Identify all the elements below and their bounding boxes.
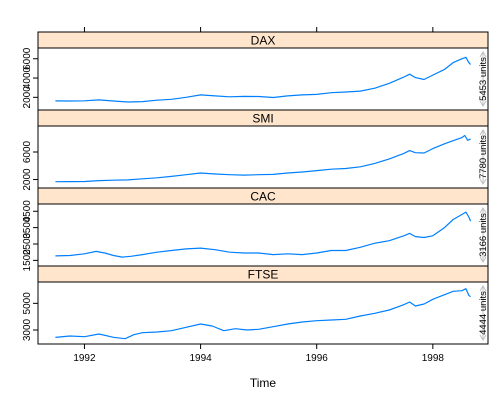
panel-frame-cac [37,203,489,267]
y-tick-label-smi: 6000 [22,140,33,163]
range-indicator-smi [479,129,487,185]
y-tick-label-ftse: 5000 [22,292,33,315]
panel-frames [37,31,489,345]
x-axis-title: Time [250,376,277,390]
y-tick-label-cac: 4500 [22,200,33,223]
strip-label-smi: SMI [252,112,273,126]
y-tick-label-smi: 2000 [22,168,33,191]
series-lines [55,56,472,340]
series-line-smi [55,134,471,183]
y-tick-label-cac: 2500 [22,232,33,255]
strip-label-cac: CAC [250,190,276,204]
y-tick-label-ftse: 3000 [22,318,33,341]
range-label-dax: 5453 units [478,57,489,101]
range-indicator-ftse [479,285,487,341]
series-line-ftse [55,288,471,340]
panel-frame-smi [37,125,489,189]
range-label-smi: 7780 units [478,135,489,179]
range-indicator-cac [479,207,487,263]
series-line-cac [55,211,472,258]
y-tick-label-dax: 4000 [22,66,33,89]
strip-label-dax: DAX [251,34,276,48]
x-tick-label: 1998 [422,353,445,364]
y-tick-label-dax: 6000 [22,47,33,70]
y-tick-label-cac: 3500 [22,216,33,239]
strip-label-ftse: FTSE [248,268,279,282]
series-line-dax [55,56,472,103]
range-label-cac: 3166 units [478,213,489,257]
x-tick-label: 1996 [306,353,329,364]
panel-frame-ftse [37,281,489,345]
y-tick-label-cac: 1500 [22,249,33,272]
x-tick-label: 1994 [189,353,212,364]
range-label-ftse: 4444 units [478,291,489,335]
range-indicator-dax [479,51,487,107]
axes [33,27,487,349]
x-tick-label: 1992 [73,353,96,364]
y-tick-label-dax: 2000 [22,86,33,109]
